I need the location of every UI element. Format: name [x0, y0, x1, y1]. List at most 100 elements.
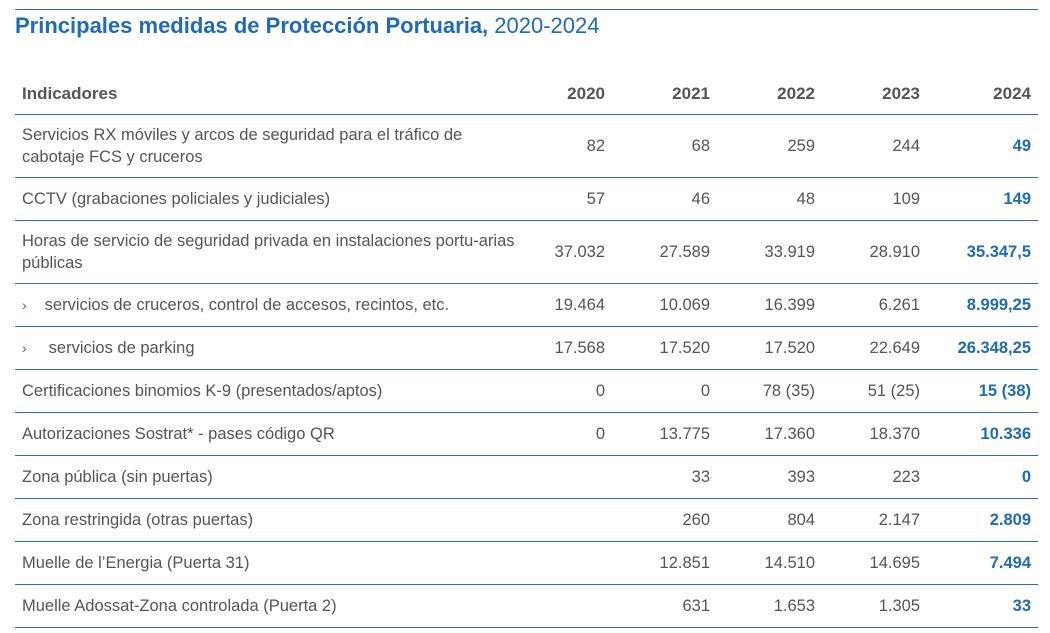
row-label-cell: › servicios de cruceros, control de acces…: [15, 283, 522, 327]
value-2024: 149: [920, 177, 1038, 221]
table-row: Certificaciones binomios K-9 (presentado…: [15, 369, 1038, 413]
value-2021: 12.851: [605, 541, 710, 585]
header-indicadores: Indicadores: [15, 74, 522, 115]
value-2022: 259: [710, 114, 815, 178]
value-2023: 14.695: [815, 541, 920, 585]
value-2020: 17.568: [522, 326, 605, 370]
value-2020: 0: [522, 412, 605, 456]
row-label: Horas de servicio de seguridad privada e…: [22, 232, 515, 272]
value-2022: 78 (35): [710, 369, 815, 413]
row-label-cell: Certificaciones binomios K-9 (presentado…: [15, 369, 522, 413]
table-row: CCTV (grabaciones policiales y judiciale…: [15, 177, 1038, 221]
value-2020: [522, 584, 605, 628]
value-2021: 33: [605, 455, 710, 499]
value-2024: 26.348,25: [920, 326, 1038, 370]
value-2023: 6.261: [815, 283, 920, 327]
value-2021: 46: [605, 177, 710, 221]
value-2022: 1.653: [710, 584, 815, 628]
value-2024: 49: [920, 114, 1038, 178]
table-row: Servicios RX móviles y arcos de segurida…: [15, 114, 1038, 178]
row-label: Zona pública (sin puertas): [22, 468, 213, 486]
page-title: Principales medidas de Protección Portua…: [15, 13, 600, 39]
value-2023: 28.910: [815, 220, 920, 284]
value-2020: 37.032: [522, 220, 605, 284]
chevron-right-icon: ›: [22, 297, 27, 313]
header-2020: 2020: [522, 74, 605, 115]
value-2024: 35.347,5: [920, 220, 1038, 284]
value-2022: 48: [710, 177, 815, 221]
row-label-cell: Autorizaciones Sostrat* - pases código Q…: [15, 412, 522, 456]
value-2022: 33.919: [710, 220, 815, 284]
value-2020: 82: [522, 114, 605, 178]
value-2022: 393: [710, 455, 815, 499]
table-row: Muelle de l’Energia (Puerta 31) 12.851 14.…: [15, 541, 1038, 585]
value-2021: 0: [605, 369, 710, 413]
indicators-table: Indicadores 2020 2021 2022 2023 2024 Ser…: [15, 74, 1038, 628]
value-2021: 27.589: [605, 220, 710, 284]
header-2024: 2024: [920, 74, 1038, 115]
value-2021: 10.069: [605, 283, 710, 327]
row-label: Muelle de l’Energia (Puerta 31): [22, 554, 250, 572]
top-rule: [15, 9, 1038, 10]
table-row: Zona restringida (otras puertas) 260 804 2.…: [15, 498, 1038, 542]
value-2022: 16.399: [710, 283, 815, 327]
value-2021: 631: [605, 584, 710, 628]
row-label: Autorizaciones Sostrat* - pases código Q…: [22, 425, 335, 443]
header-2022: 2022: [710, 74, 815, 115]
value-2023: 18.370: [815, 412, 920, 456]
table-row: Zona pública (sin puertas) 33 393 223 0: [15, 455, 1038, 499]
row-label-cell: CCTV (grabaciones policiales y judiciale…: [15, 177, 522, 221]
row-label-cell: Servicios RX móviles y arcos de segurida…: [15, 114, 522, 178]
value-2024: 0: [920, 455, 1038, 499]
value-2020: 0: [522, 369, 605, 413]
value-2022: 17.360: [710, 412, 815, 456]
row-label: Certificaciones binomios K-9 (presentado…: [22, 382, 383, 400]
row-label: Servicios RX móviles y arcos de segurida…: [22, 126, 463, 166]
table-row: Autorizaciones Sostrat* - pases código Q…: [15, 412, 1038, 456]
value-2023: 22.649: [815, 326, 920, 370]
chevron-right-icon: ›: [22, 340, 27, 356]
value-2020: 57: [522, 177, 605, 221]
table-header-row: Indicadores 2020 2021 2022 2023 2024: [15, 74, 1038, 115]
row-label: Zona restringida (otras puertas): [22, 511, 254, 529]
value-2022: 14.510: [710, 541, 815, 585]
row-label-cell: › servicios de parking: [15, 326, 522, 370]
title-main: Principales medidas de Protección Portua…: [15, 13, 489, 38]
value-2024: 8.999,25: [920, 283, 1038, 327]
value-2023: 223: [815, 455, 920, 499]
table-row: › servicios de parking 17.568 17.520 17.520 2…: [15, 326, 1038, 370]
row-label-cell: Zona restringida (otras puertas): [15, 498, 522, 542]
value-2022: 17.520: [710, 326, 815, 370]
title-years: 2020-2024: [488, 13, 600, 38]
table-row: Muelle Adossat-Zona controlada (Puerta 2…: [15, 584, 1038, 628]
value-2024: 10.336: [920, 412, 1038, 456]
value-2021: 260: [605, 498, 710, 542]
row-label: servicios de cruceros, control de acceso…: [44, 296, 450, 314]
value-2020: [522, 498, 605, 542]
row-label-cell: Muelle de l’Energia (Puerta 31): [15, 541, 522, 585]
row-label-cell: Muelle Adossat-Zona controlada (Puerta 2…: [15, 584, 522, 628]
value-2020: [522, 541, 605, 585]
value-2023: 244: [815, 114, 920, 178]
value-2024: 15 (38): [920, 369, 1038, 413]
value-2023: 109: [815, 177, 920, 221]
value-2024: 2.809: [920, 498, 1038, 542]
table-row: › servicios de cruceros, control de acces…: [15, 283, 1038, 327]
row-label-cell: Horas de servicio de seguridad privada e…: [15, 220, 522, 284]
value-2020: 19.464: [522, 283, 605, 327]
value-2021: 17.520: [605, 326, 710, 370]
value-2021: 68: [605, 114, 710, 178]
value-2022: 804: [710, 498, 815, 542]
row-label-cell: Zona pública (sin puertas): [15, 455, 522, 499]
row-label: CCTV (grabaciones policiales y judiciale…: [22, 190, 331, 208]
value-2020: [522, 455, 605, 499]
value-2021: 13.775: [605, 412, 710, 456]
value-2023: 51 (25): [815, 369, 920, 413]
header-2023: 2023: [815, 74, 920, 115]
row-label: servicios de parking: [48, 339, 195, 357]
value-2023: 1.305: [815, 584, 920, 628]
header-2021: 2021: [605, 74, 710, 115]
value-2024: 7.494: [920, 541, 1038, 585]
value-2024: 33: [920, 584, 1038, 628]
value-2023: 2.147: [815, 498, 920, 542]
